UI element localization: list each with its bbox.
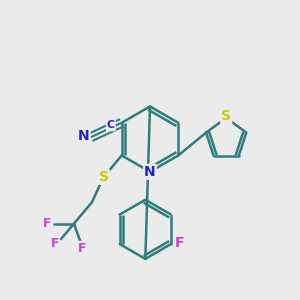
Text: C: C <box>107 120 115 130</box>
Text: F: F <box>175 236 184 250</box>
Text: N: N <box>144 165 156 179</box>
Text: S: S <box>99 170 109 184</box>
Text: F: F <box>50 237 59 250</box>
Text: F: F <box>43 217 51 230</box>
Text: F: F <box>77 242 86 255</box>
Text: S: S <box>221 110 231 123</box>
Text: N: N <box>78 129 90 143</box>
